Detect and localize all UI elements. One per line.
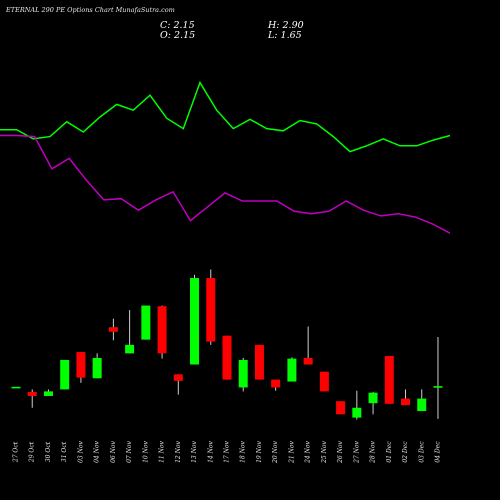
candle-body [206,278,216,342]
x-tick-label: 03 Dec [418,441,425,463]
candle-body [287,358,297,382]
candle [352,390,362,420]
x-tick-label: 10 Nov [142,440,149,462]
indicator-line-2 [0,134,451,234]
candle [60,359,70,390]
candle-body [27,392,37,396]
candles [11,269,443,420]
x-tick-label: 12 Nov [175,440,182,462]
indicator-lines [0,80,451,234]
candle-body [254,344,264,380]
candle [254,344,264,380]
candle-body [303,357,313,365]
candle-body [92,357,102,379]
candle-body [190,278,200,365]
x-tick-label: 04 Nov [94,440,101,462]
x-tick-label: 26 Nov [337,440,344,463]
candle-body [401,398,411,406]
candle [287,357,297,382]
candle [43,389,53,396]
low-value: L: 1.65 [268,30,302,41]
candle [125,310,135,354]
candle-body [141,305,151,340]
candle-body [336,401,346,415]
candle [303,326,313,365]
indicator-line-1 [0,80,451,153]
candle-body [173,374,183,381]
x-tick-label: 04 Dec [434,441,441,463]
x-tick-label: 20 Nov [272,440,279,463]
candle-body [125,344,135,354]
candle [222,335,232,380]
candle [141,305,151,340]
x-tick-label: 27 Nov [353,440,360,463]
candle-body [11,386,21,389]
candle-body [352,407,362,418]
candle-body [76,352,86,378]
x-tick-label: 19 Nov [256,440,263,462]
x-tick-label: 25 Nov [321,440,328,463]
high-value: H: 2.90 [268,20,304,31]
x-tick-label: 24 Nov [305,440,312,463]
x-tick-label: 03 Nov [77,440,84,462]
candle [76,352,86,383]
candle [206,269,216,345]
x-axis-labels: 27 Oct 29 Oct 30 Oct 31 Oct 03 Nov 04 Nov 06 N… [13,440,442,463]
x-tick-label: 06 Nov [110,440,117,462]
x-tick-label: 13 Nov [191,440,198,462]
x-tick-label: 21 Nov [288,440,295,463]
candle-body [43,391,53,396]
candle [27,389,37,408]
candle-body [238,359,248,388]
x-tick-label: 02 Dec [402,441,409,463]
candle-body [108,327,118,332]
candle-body [271,379,281,388]
candle [108,318,118,341]
candle-body [157,306,167,354]
candle [271,379,281,391]
candle [368,392,378,415]
x-tick-label: 30 Oct [45,441,52,462]
candle [11,386,21,389]
candle-body [384,356,394,404]
x-tick-label: 07 Nov [126,440,133,462]
candle [173,374,183,395]
candle-body [60,359,70,390]
close-value: C: 2.15 [160,20,195,31]
candle-body [433,386,443,388]
candle [336,401,346,415]
candle [433,337,443,419]
candle [157,305,167,359]
candle [401,389,411,406]
candle [319,371,329,392]
candle [92,353,102,379]
candle-body [368,392,378,404]
candle-body [417,398,427,412]
open-value: O: 2.15 [160,30,196,41]
x-tick-label: 11 Nov [159,440,166,462]
x-tick-label: 31 Oct [61,441,68,462]
x-tick-label: 29 Oct [29,441,36,463]
candle-body [222,335,232,380]
x-tick-label: 14 Nov [207,440,214,462]
x-tick-label: 27 Oct [13,441,20,463]
candle [417,389,427,412]
x-tick-label: 01 Dec [386,441,393,463]
x-tick-label: 17 Nov [223,440,230,462]
candle [384,356,394,404]
candle-body [319,371,329,392]
chart-title: ETERNAL 290 PE Options Chart MunafaSutra… [6,6,175,14]
x-tick-label: 18 Nov [240,440,247,462]
x-tick-label: 28 Nov [370,440,377,463]
candle [190,274,200,365]
candle [238,357,248,392]
